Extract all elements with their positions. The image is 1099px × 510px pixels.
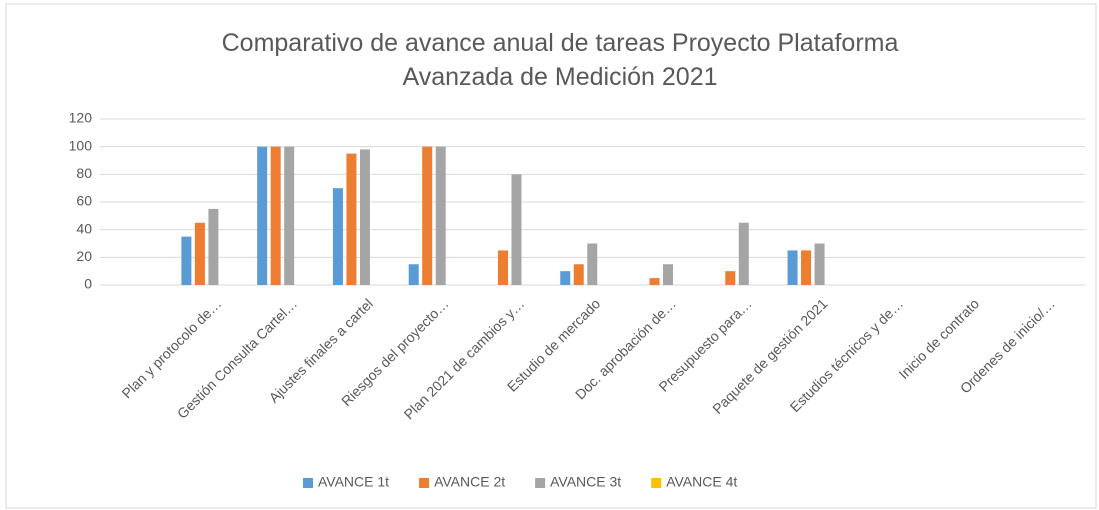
bar <box>435 146 446 285</box>
bar <box>573 264 584 285</box>
legend-label: AVANCE 2t <box>434 474 505 490</box>
legend-label: AVANCE 1t <box>318 474 389 490</box>
bar <box>194 222 205 285</box>
legend-swatch <box>419 478 430 488</box>
y-tick-label: 80 <box>76 165 92 181</box>
bar <box>181 236 192 285</box>
bar <box>208 208 219 285</box>
bar <box>787 250 798 285</box>
chart-frame <box>5 3 1097 509</box>
chart-title: Comparativo de avance anual de tareas Pr… <box>221 29 899 91</box>
bar <box>284 146 295 285</box>
bar <box>649 278 660 285</box>
y-tick-label: 60 <box>76 193 92 209</box>
bar <box>663 264 674 285</box>
bar <box>814 243 825 285</box>
bar <box>422 146 433 285</box>
x-tick-label: Plan 2021 de cambios y… <box>401 295 528 422</box>
bar <box>257 146 268 285</box>
legend-label: AVANCE 4t <box>666 474 737 490</box>
legend-label: AVANCE 3t <box>550 474 621 490</box>
bar <box>359 149 370 285</box>
y-tick-label: 40 <box>76 220 92 236</box>
bar <box>511 174 522 285</box>
bar <box>346 153 357 285</box>
bar <box>725 271 736 285</box>
bar <box>587 243 598 285</box>
bar <box>408 264 419 285</box>
legend-swatch <box>651 478 662 488</box>
bar <box>332 188 343 285</box>
bar <box>270 146 281 285</box>
y-tick-label: 20 <box>76 248 92 264</box>
y-tick-label: 120 <box>69 110 93 126</box>
y-tick-label: 0 <box>84 276 92 292</box>
y-tick-label: 100 <box>69 137 93 153</box>
bar <box>801 250 812 285</box>
bar <box>560 271 571 285</box>
bar <box>738 222 749 285</box>
legend-swatch <box>303 478 313 488</box>
bar <box>497 250 508 285</box>
legend-swatch <box>535 478 546 488</box>
x-tick-label: Inicio de contrato <box>895 295 982 382</box>
